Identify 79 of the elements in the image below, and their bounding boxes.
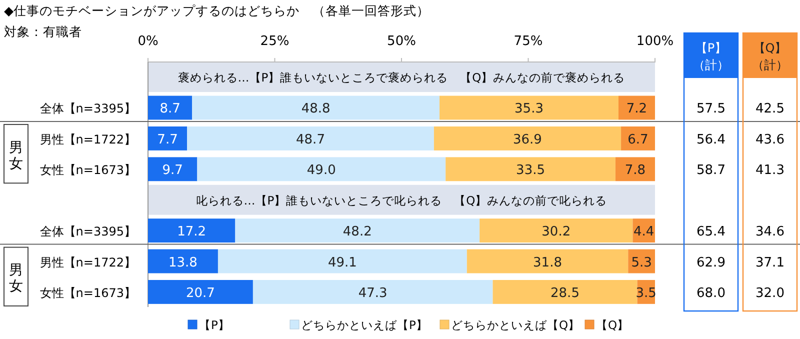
x-tick-label: 50% (387, 34, 416, 49)
bar (446, 157, 616, 182)
bar (148, 218, 236, 243)
bar (434, 126, 622, 150)
text: 【Q】（計） (752, 41, 788, 72)
text: 【P】（計） (693, 41, 729, 72)
data-label: 47.3 (358, 286, 388, 301)
bar (148, 157, 198, 182)
data-label: 30.2 (542, 224, 571, 240)
series-label: どちらかといえば【P】 (301, 318, 428, 332)
y-tick-label: 男性【n=1722】 (40, 255, 136, 270)
data-label: 7.8 (624, 163, 646, 178)
bar (187, 126, 434, 150)
x-tick-label: 0% (138, 34, 158, 49)
bar (235, 218, 480, 243)
text: 対象：有職者 (4, 24, 82, 39)
data-label: 48.2 (342, 224, 372, 240)
bar (148, 96, 192, 120)
bar (615, 157, 655, 182)
data-label: 28.5 (550, 286, 580, 301)
data-label: 48.7 (296, 132, 325, 148)
text: 43.6 (756, 132, 784, 148)
chart-title: ◆仕事のモチベーションがアップするのはどちらか （各単一回答形式） (4, 3, 430, 18)
data-label: 48.8 (301, 102, 330, 117)
x-tick-label: 25% (260, 34, 290, 49)
data-label: 4.4 (634, 224, 654, 240)
bar (218, 249, 467, 274)
annotation: 褒められる…【P】誰もいないところで褒められる 【Q】みんなの前で褒められる (178, 70, 626, 85)
annotation: 叱られる…【P】誰もいないところで叱られる 【Q】みんなの前で叱られる (196, 193, 608, 208)
x-tick-label: 75% (514, 34, 543, 49)
text: 62.9 (696, 255, 726, 270)
text: 34.6 (756, 224, 784, 240)
data-label: 6.7 (628, 132, 648, 148)
data-label: 17.2 (177, 224, 206, 240)
data-label: 7.2 (626, 102, 648, 117)
text: 56.4 (696, 132, 726, 148)
data-label: 8.7 (160, 102, 180, 117)
y-tick-label: 全体【n=3395】 (40, 102, 136, 116)
data-label: 36.9 (513, 132, 542, 148)
x-tick-label: 100% (636, 34, 674, 49)
y-tick-label: 女性【n=1673】 (40, 163, 136, 178)
y-tick-label: 女性【n=1673】 (40, 286, 136, 300)
bar (192, 96, 440, 120)
bar (148, 249, 218, 274)
data-label: 13.8 (168, 255, 198, 270)
data-label: 31.8 (533, 255, 562, 270)
text: 32.0 (756, 286, 784, 301)
bar (618, 96, 655, 120)
bar (197, 157, 446, 182)
text: 男女 (9, 140, 23, 172)
bar (148, 280, 253, 304)
data-label: 5.3 (631, 255, 652, 270)
bar (148, 126, 188, 150)
text: 57.5 (696, 102, 726, 117)
data-label: 20.7 (186, 286, 215, 301)
text: 41.3 (756, 163, 784, 178)
data-label: 33.5 (516, 163, 546, 178)
legend-label: 【P】 (199, 318, 230, 332)
y-tick-label: 男性【n=1722】 (40, 132, 136, 146)
data-label: 49.0 (306, 163, 336, 178)
data-label: 9.7 (162, 163, 183, 178)
data-label: 7.7 (157, 132, 178, 148)
bar (480, 218, 633, 243)
y-tick-label: 全体【n=3395】 (40, 224, 136, 239)
text: 42.5 (756, 102, 784, 117)
text: 男女 (9, 262, 23, 295)
data-label: 49.1 (328, 255, 357, 270)
bar (440, 96, 618, 120)
text: 58.7 (696, 163, 726, 178)
legend-label: 【Q】 (596, 318, 630, 332)
bar (466, 249, 628, 274)
bar (252, 280, 493, 304)
text: 65.4 (696, 224, 726, 240)
legend-label: どちらかといえば【Q】 (451, 318, 580, 332)
text: 37.1 (756, 255, 784, 270)
bar (492, 280, 638, 304)
text: 68.0 (696, 286, 726, 301)
bar (621, 126, 655, 150)
data-label: 35.3 (514, 102, 544, 117)
